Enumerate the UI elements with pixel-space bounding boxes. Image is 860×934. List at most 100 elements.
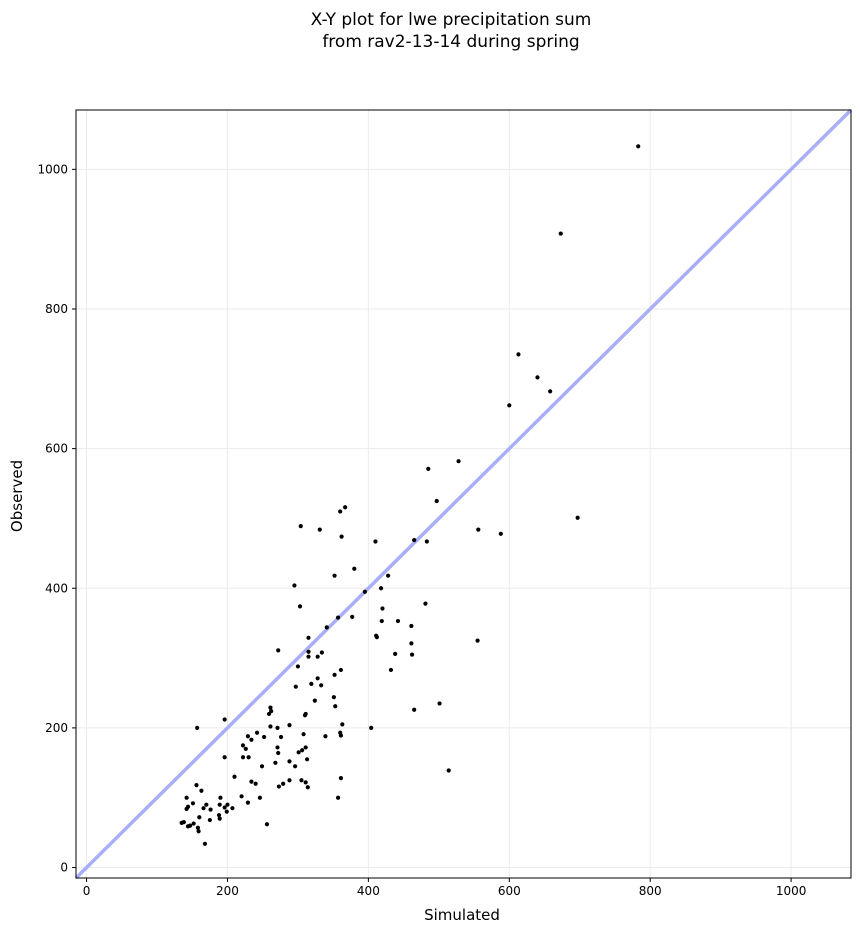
data-point — [216, 813, 222, 818]
data-point — [319, 650, 324, 655]
data-point — [276, 750, 281, 756]
y-tick-label: 600 — [45, 442, 68, 456]
data-point — [245, 734, 251, 739]
data-point — [306, 649, 311, 654]
data-point — [297, 604, 303, 609]
data-point — [287, 778, 292, 783]
identity-line-group — [74, 108, 853, 880]
data-point — [338, 776, 344, 781]
identity-line — [74, 108, 853, 880]
data-point — [548, 389, 553, 394]
data-point — [181, 820, 186, 825]
data-point — [412, 707, 417, 712]
data-point — [268, 705, 273, 710]
y-axis-ticks: 0 200 400 600 800 1000 — [37, 162, 76, 875]
data-point — [374, 635, 379, 640]
data-point — [190, 801, 196, 806]
data-point — [184, 806, 189, 811]
data-point — [264, 822, 270, 827]
data-point — [230, 806, 235, 811]
data-point — [295, 664, 301, 669]
plot-frame — [75, 109, 852, 879]
x-tick-label: 600 — [498, 884, 521, 898]
data-point — [323, 734, 328, 739]
data-point — [306, 654, 311, 659]
chart-title-line-2: from rav2-13-14 during spring — [322, 32, 579, 52]
data-point — [208, 807, 213, 812]
data-point — [516, 352, 521, 357]
data-point — [300, 748, 305, 753]
data-point — [195, 725, 200, 730]
data-point — [338, 733, 344, 738]
data-point — [195, 825, 200, 830]
data-point — [249, 737, 254, 742]
data-point — [409, 652, 415, 657]
y-tick-label: 0 — [60, 861, 68, 875]
data-point — [245, 800, 251, 805]
data-point — [475, 638, 480, 643]
data-point — [437, 701, 442, 706]
data-point — [292, 583, 297, 588]
data-point — [275, 745, 280, 750]
data-point — [207, 817, 212, 823]
data-point — [302, 713, 308, 718]
data-point — [324, 625, 329, 630]
data-point — [222, 805, 227, 810]
data-point — [575, 515, 580, 520]
data-point — [202, 841, 208, 846]
data-point — [262, 734, 267, 740]
data-point — [338, 509, 343, 514]
data-point — [369, 725, 374, 730]
data-point — [232, 774, 237, 779]
data-point — [409, 623, 414, 629]
data-point — [333, 704, 338, 709]
data-point — [340, 722, 345, 727]
data-point — [331, 695, 336, 700]
data-point — [239, 794, 244, 799]
data-point — [266, 711, 272, 717]
chart-title-line-1: X-Y plot for lwe precipitation sum — [311, 10, 592, 30]
data-point — [199, 788, 204, 793]
data-point — [338, 667, 344, 673]
data-point — [301, 732, 306, 737]
data-point — [201, 806, 206, 811]
y-tick-label: 200 — [45, 721, 68, 735]
data-point — [191, 821, 196, 826]
data-point — [434, 498, 439, 504]
data-point — [319, 683, 324, 688]
data-point — [225, 802, 230, 807]
data-point — [259, 764, 265, 769]
data-point — [287, 722, 292, 728]
data-point — [315, 654, 320, 659]
data-point — [362, 589, 367, 594]
data-point — [249, 779, 254, 784]
data-point — [222, 755, 227, 760]
data-point — [224, 809, 229, 814]
data-point — [254, 730, 260, 735]
data-point — [299, 778, 304, 783]
data-point — [217, 816, 222, 821]
data-point — [456, 459, 461, 464]
data-point — [217, 802, 222, 807]
data-point — [305, 785, 310, 790]
x-tick-label: 1000 — [776, 884, 807, 898]
data-point — [276, 784, 282, 789]
data-point — [222, 717, 227, 722]
data-point — [281, 781, 286, 786]
data-point — [339, 534, 344, 539]
x-tick-label: 400 — [357, 884, 380, 898]
data-point — [240, 755, 246, 760]
data-point — [253, 781, 258, 786]
data-point — [276, 648, 281, 653]
data-point — [185, 824, 191, 829]
y-tick-label: 400 — [45, 581, 68, 595]
data-point — [194, 783, 199, 788]
data-point — [303, 745, 308, 750]
data-point — [350, 614, 355, 619]
data-point — [184, 795, 189, 800]
data-point — [296, 750, 301, 755]
data-point — [240, 743, 246, 748]
data-point — [246, 755, 251, 760]
data-point — [409, 641, 414, 646]
data-point — [218, 795, 223, 800]
